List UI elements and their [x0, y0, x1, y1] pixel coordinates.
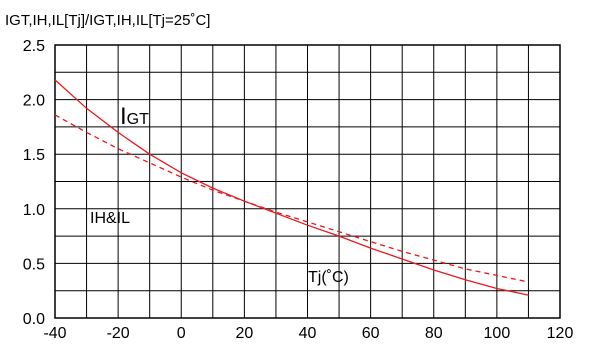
y-tick-label: 1.0	[23, 202, 45, 219]
igt-label-sub: GT	[127, 111, 149, 128]
x-tick-label: 80	[425, 325, 443, 342]
series-line-igt	[54, 79, 529, 296]
x-tick-label: 100	[484, 325, 511, 342]
plot-frame	[54, 44, 561, 319]
series-group	[54, 79, 529, 296]
y-tick-label: 0.5	[23, 256, 45, 273]
series-line-ih-il	[54, 114, 529, 283]
igt-label-main: I	[120, 103, 127, 130]
y-axis-label: IGT,IH,IL[Tj]/IGT,IH,IL[Tj=25˚C]	[5, 12, 210, 29]
y-tick-label: 0.0	[23, 311, 45, 328]
tick-labels: -40 -20 0 20 40 60 80 100 120 0.0 0.5 1.0 1.5 2.0 2.5	[23, 38, 574, 342]
x-tick-label: 20	[235, 325, 253, 342]
x-tick-label: 120	[547, 325, 574, 342]
y-tick-label: 2.0	[23, 93, 45, 110]
x-tick-label: 60	[362, 325, 380, 342]
ih-il-series-label: IH&IL	[90, 210, 130, 227]
y-tick-label: 1.5	[23, 147, 45, 164]
tj-annotation: Tj(˚C)	[308, 269, 349, 286]
x-tick-label: 40	[299, 325, 317, 342]
x-tick-label: -20	[107, 325, 130, 342]
x-tick-label: 0	[177, 325, 186, 342]
x-tick-label: -40	[43, 325, 66, 342]
igt-series-label: IGT	[120, 103, 149, 130]
y-tick-label: 2.5	[23, 38, 45, 55]
grid	[54, 44, 561, 319]
